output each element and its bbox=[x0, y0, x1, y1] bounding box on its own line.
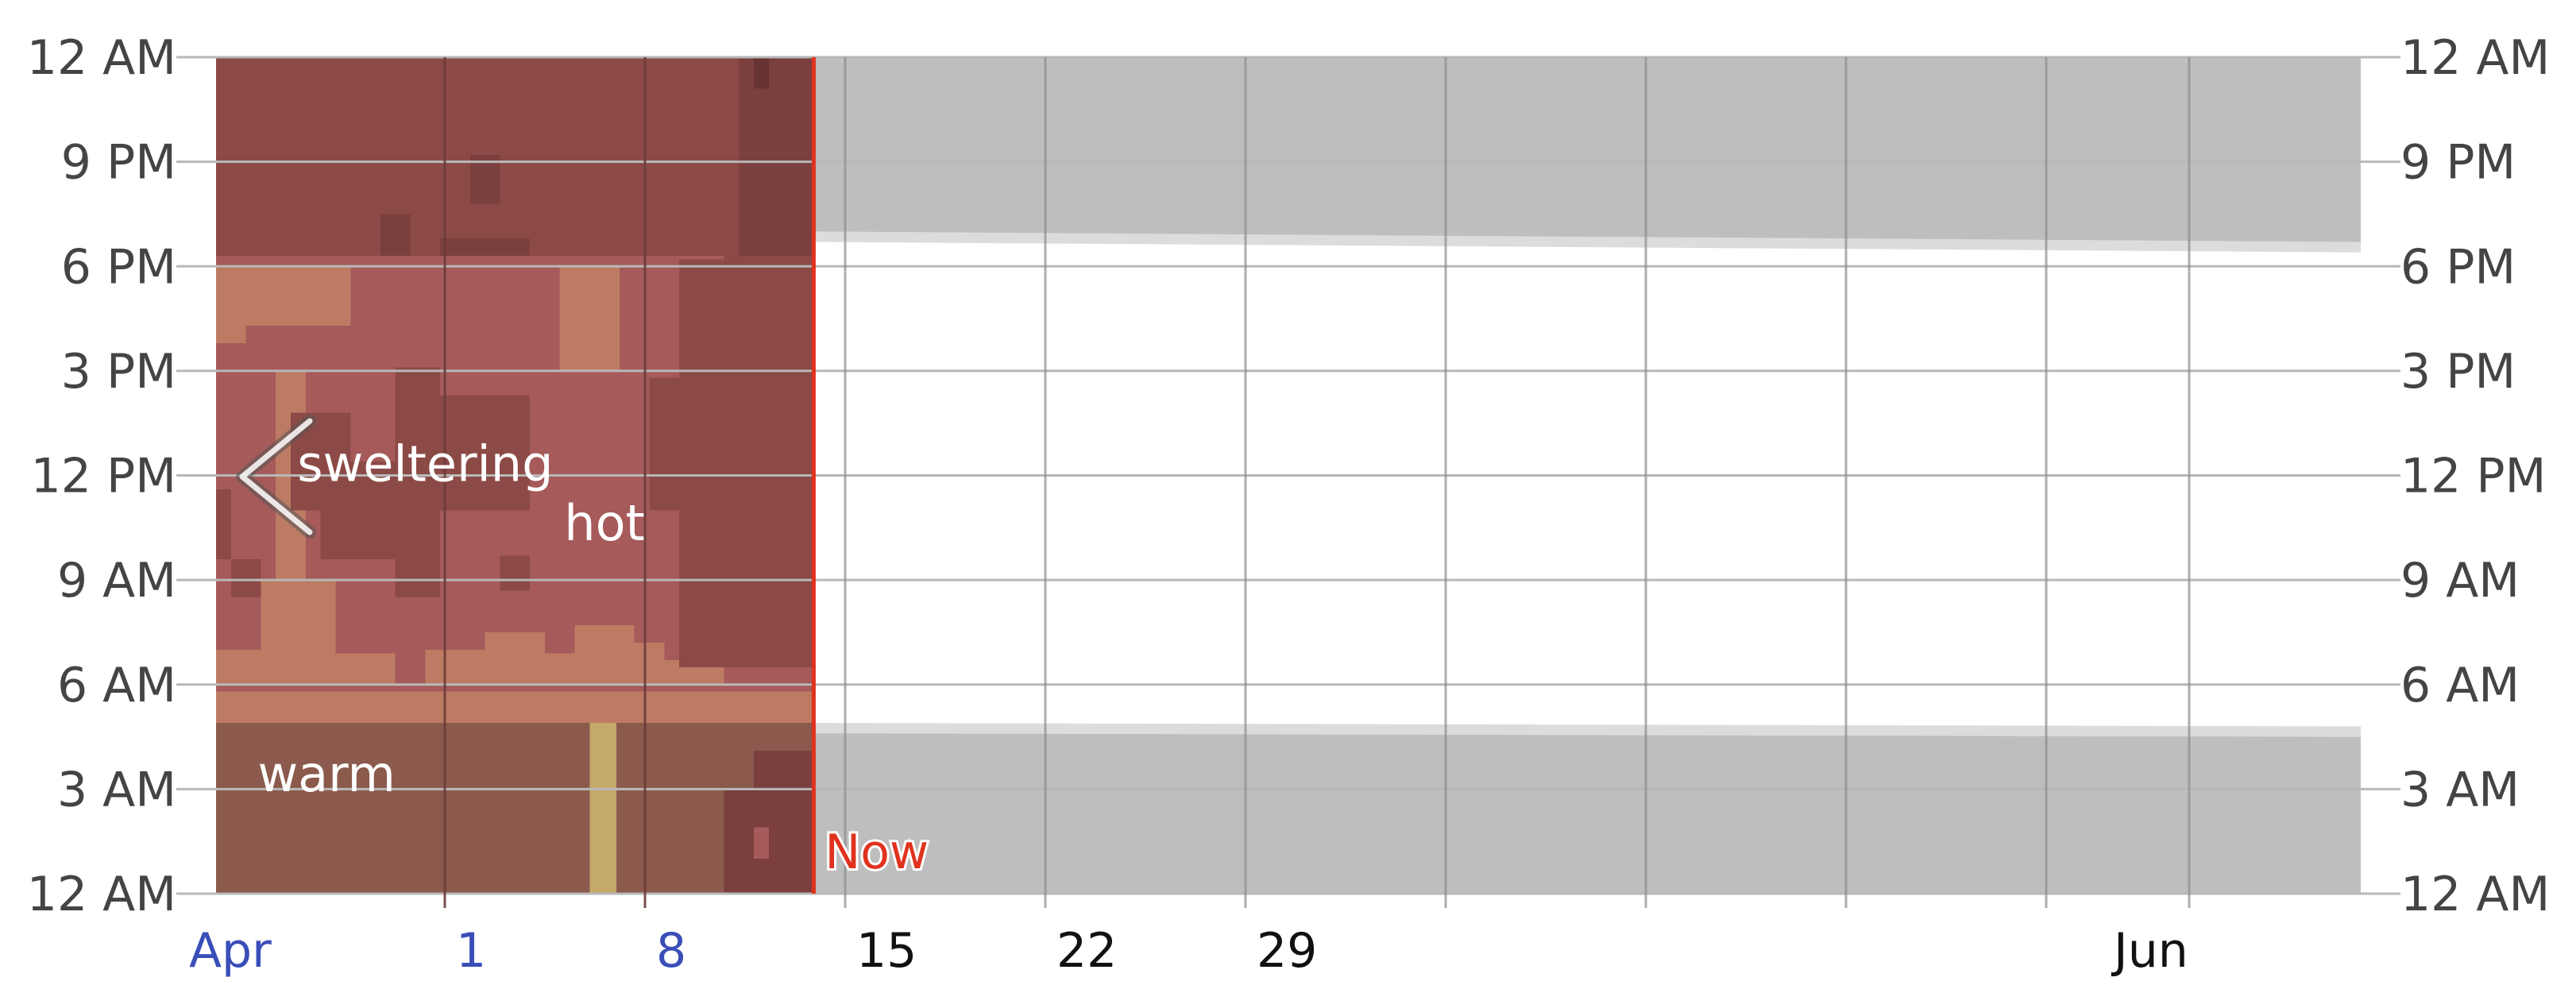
zone-label-sweltering: sweltering bbox=[297, 435, 553, 493]
heatmap-cell-warm-3 bbox=[216, 691, 814, 724]
y-tick-label-right: 3 AM bbox=[2400, 762, 2520, 817]
heatmap-cell-warm-16 bbox=[216, 266, 246, 343]
y-tick-label-right: 9 AM bbox=[2400, 553, 2520, 608]
heatmap-cell-sweltering_dark-30 bbox=[754, 751, 814, 894]
heatmap-cell-warm-11 bbox=[574, 625, 605, 685]
heatmap-cell-warm-5 bbox=[245, 653, 396, 685]
x-tick-label: 15 bbox=[856, 923, 917, 979]
heatmap-cell-warm-9 bbox=[485, 632, 545, 685]
x-tick-label: Apr bbox=[189, 923, 272, 979]
heatmap-cell-hot_flag-37 bbox=[589, 723, 617, 894]
y-tick-label-left: 12 PM bbox=[31, 449, 176, 504]
y-tick-label-left: 9 AM bbox=[57, 553, 176, 608]
y-tick-label-left: 3 PM bbox=[61, 344, 176, 400]
x-tick-label: Jun bbox=[2111, 923, 2188, 979]
zone-label-hot: hot bbox=[564, 494, 645, 552]
heatmap-cell-sweltering-19 bbox=[320, 461, 396, 559]
heatmap-cell-sweltering-23 bbox=[216, 489, 231, 559]
y-tick-label-right: 3 PM bbox=[2400, 344, 2516, 400]
y-tick-label-left: 12 AM bbox=[27, 30, 176, 86]
gridlines bbox=[216, 56, 2361, 908]
y-tick-label-right: 12 AM bbox=[2400, 867, 2550, 922]
heatmap-cell-warm-12 bbox=[604, 625, 635, 685]
y-tick-label-left: 3 AM bbox=[57, 762, 176, 817]
zone-label-warm: warm bbox=[257, 745, 396, 803]
now-label: Now bbox=[825, 825, 929, 880]
y-axis-right: 12 AM 3 AM 6 AM 9 AM 12 PM 3 PM 6 PM 9 PM 12 AM bbox=[2361, 30, 2550, 922]
y-tick-label-left: 12 AM bbox=[27, 867, 176, 922]
y-tick-label-left: 6 PM bbox=[61, 239, 176, 295]
heatmap-cell-sweltering-22 bbox=[500, 555, 531, 591]
heatmap-cell-sweltering-21 bbox=[440, 395, 531, 511]
now-marker: Now bbox=[811, 57, 931, 894]
chevron-left-icon-highlight bbox=[239, 418, 313, 535]
heatmap-cell-sweltering_dark-33 bbox=[380, 214, 411, 257]
heatmap-cell-sweltering-20 bbox=[395, 367, 441, 598]
heatmap-cell-warm-6 bbox=[261, 580, 336, 654]
heatmap-cell-hot-28 bbox=[754, 666, 814, 692]
heatmap-cell-hot-36 bbox=[754, 827, 769, 860]
future-night-band bbox=[768, 57, 2361, 894]
x-tick-label: 22 bbox=[1056, 923, 1117, 979]
heatmap-cell-sweltering-24 bbox=[230, 558, 261, 598]
y-tick-label-right: 12 AM bbox=[2400, 30, 2550, 86]
heatmap-cell-sweltering_darkest-35 bbox=[754, 57, 769, 89]
x-tick-label: 8 bbox=[656, 923, 686, 979]
heatmap-cell-warm-17 bbox=[559, 266, 620, 371]
heatmap-cell-sweltering-27 bbox=[724, 256, 814, 615]
morning-night bbox=[813, 733, 2361, 894]
y-tick-label-left: 9 PM bbox=[61, 135, 176, 191]
heatmap-cell-warm-8 bbox=[425, 649, 485, 685]
heatmap-cell-warm_evening-0 bbox=[216, 723, 814, 894]
previous-period-button[interactable] bbox=[236, 415, 316, 539]
y-tick-label-right: 12 PM bbox=[2400, 449, 2546, 504]
y-tick-label-right: 6 AM bbox=[2400, 658, 2520, 713]
x-tick-label: 1 bbox=[456, 923, 486, 979]
y-axis-left: 12 AM 3 AM 6 AM 9 AM 12 PM 3 PM 6 PM 9 PM 12 AM bbox=[27, 30, 216, 922]
heatmap-cell-sweltering_dark-34 bbox=[440, 238, 531, 257]
heatmap-cell-warm-13 bbox=[634, 643, 665, 685]
y-tick-label-right: 6 PM bbox=[2400, 239, 2516, 295]
x-axis: Apr 1 8 15 22 29 Jun bbox=[189, 923, 2188, 979]
x-tick-label: 29 bbox=[1257, 923, 1317, 979]
heatmap-cells bbox=[216, 57, 814, 894]
evening-night bbox=[813, 57, 2361, 242]
y-tick-label-right: 9 PM bbox=[2400, 135, 2516, 191]
y-tick-label-left: 6 AM bbox=[57, 658, 176, 713]
heatmap-cell-sweltering_dark-31 bbox=[739, 57, 814, 257]
